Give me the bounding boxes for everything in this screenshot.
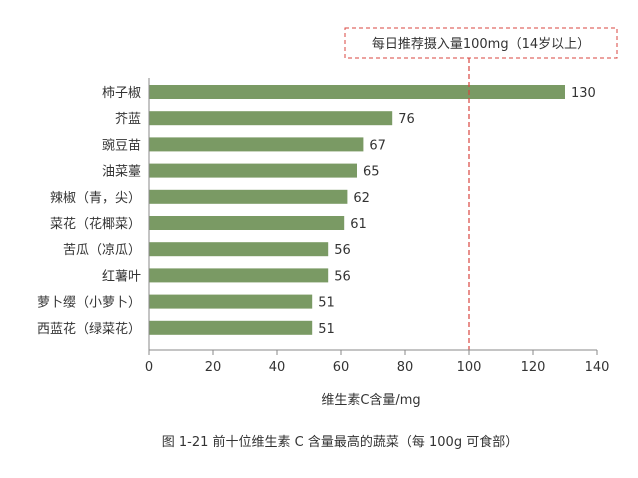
x-tick-label: 60 — [333, 360, 350, 375]
bar — [149, 111, 393, 126]
x-axis: 0 20 40 60 80 100 120 140 — [145, 78, 610, 375]
category-label: 油菜薹 — [102, 165, 141, 180]
x-tick-label: 100 — [457, 360, 482, 375]
value-label: 56 — [334, 243, 351, 258]
category-label: 柿子椒 — [102, 85, 141, 101]
category-label: 菜花（花椰菜） — [50, 216, 141, 232]
value-label: 62 — [353, 191, 370, 206]
value-label: 65 — [363, 165, 380, 180]
category-label: 西蓝花（绿菜花） — [37, 321, 141, 337]
category-label: 豌豆苗 — [102, 137, 141, 153]
bar — [149, 294, 313, 309]
bars-group: 柿子椒 130 芥蓝 76 豌豆苗 67 油菜薹 65 辣椒（青，尖） 62 菜花（花椰菜） 61 苦瓜… — [37, 58, 596, 350]
category-label: 苦瓜（凉瓜） — [63, 242, 141, 258]
x-tick-label: 140 — [585, 360, 610, 375]
category-label: 萝卜缨（小萝卜） — [37, 296, 141, 311]
value-label: 51 — [318, 296, 335, 311]
bar — [149, 137, 364, 152]
bar — [149, 242, 329, 257]
x-tick-label: 40 — [269, 360, 286, 375]
reference-label-box — [344, 27, 618, 59]
value-label: 56 — [334, 269, 351, 284]
value-label: 67 — [369, 138, 386, 153]
figure-caption: 图 1-21 前十位维生素 C 含量最高的蔬菜（每 100g 可食部） — [162, 434, 518, 450]
x-tick-label: 0 — [145, 360, 153, 375]
x-axis-title: 维生素C含量/mg — [321, 392, 420, 408]
value-label: 61 — [350, 217, 367, 232]
value-label: 51 — [318, 322, 335, 337]
reference-label: 每日推荐摄入量100mg（14岁以上） — [372, 36, 590, 52]
category-label: 辣椒（青，尖） — [50, 191, 141, 206]
category-label: 芥蓝 — [115, 112, 141, 127]
reference-group: 每日推荐摄入量100mg（14岁以上） — [344, 27, 618, 59]
bar — [149, 268, 329, 283]
x-tick-label: 120 — [521, 360, 546, 375]
bar — [149, 85, 565, 99]
x-tick-label: 20 — [205, 360, 222, 375]
value-label: 76 — [398, 112, 415, 127]
bar — [149, 216, 345, 230]
bar — [149, 320, 313, 335]
value-label: 130 — [571, 86, 596, 101]
bar — [149, 189, 348, 204]
category-label: 红薯叶 — [102, 268, 141, 284]
x-tick-label: 80 — [397, 360, 414, 375]
bar — [149, 163, 357, 178]
